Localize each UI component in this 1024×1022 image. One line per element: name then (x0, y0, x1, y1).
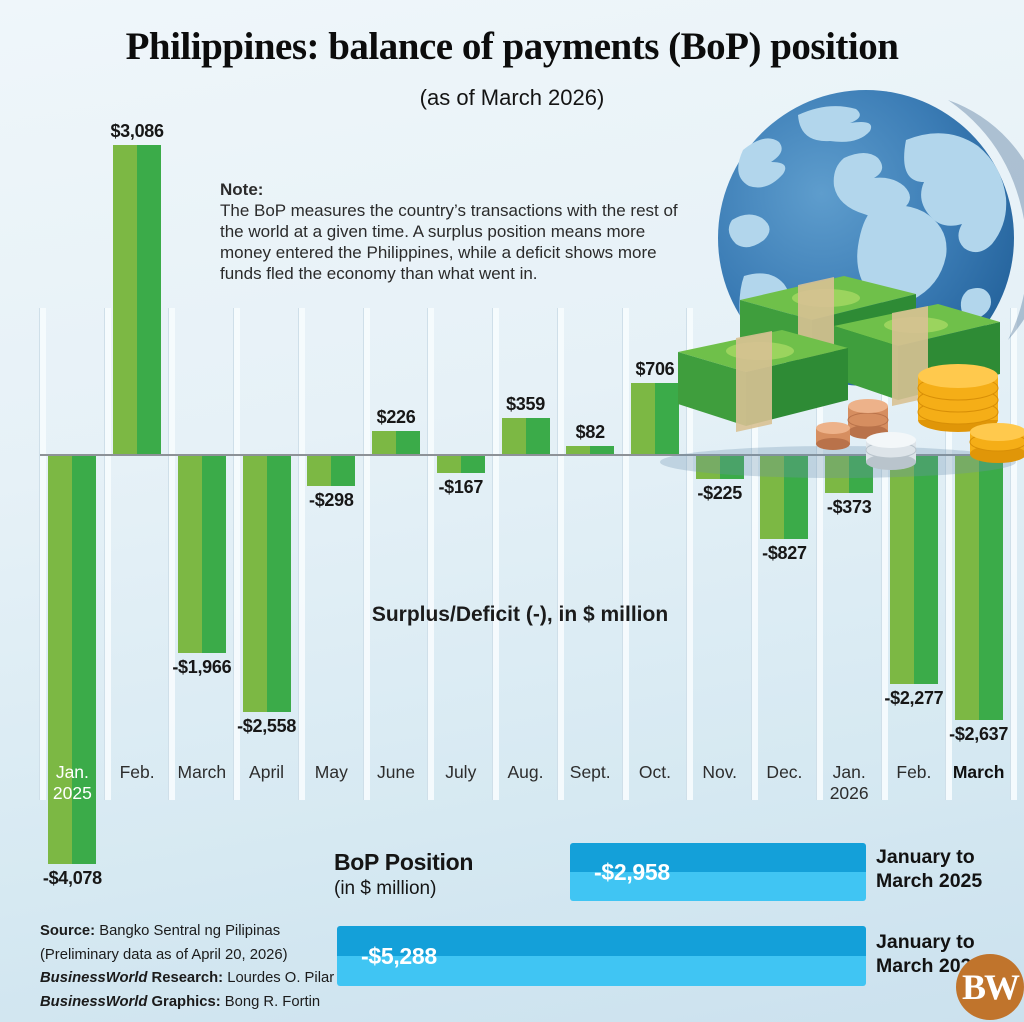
bar-value-label: $226 (376, 407, 416, 427)
bop-bar-june (372, 431, 421, 454)
month-tick-label: June (377, 762, 416, 782)
bar-value-label: -$4,078 (42, 868, 102, 888)
note-heading: Note: (220, 180, 264, 199)
bar-value-label: -$167 (438, 477, 484, 497)
source-line: Source: Bangko Sentral ng Pilipinas (40, 923, 281, 939)
bar-value-label: $82 (575, 422, 605, 442)
month-tick-label: Sept. (569, 762, 611, 782)
bop-bar-feb- (113, 145, 162, 454)
source-line: BusinessWorld Research: Lourdes O. Pilar (40, 970, 335, 987)
bar-value-label: -$827 (762, 543, 807, 563)
chart-gridline (492, 308, 500, 800)
bar-value-label: -$225 (697, 483, 742, 503)
bar-value-label: -$298 (309, 490, 354, 510)
chart-gridline (103, 308, 111, 800)
chart-gridline (686, 308, 694, 800)
month-tick-label: May (314, 762, 348, 782)
bop-bar-nov- (695, 456, 744, 479)
chart-gridline (1010, 308, 1017, 800)
summary-label: BoP Position (in $ million) (334, 849, 473, 900)
bop-bar-jan-2025 (48, 456, 97, 864)
month-tick-label: Jan. 2025 (52, 762, 92, 804)
source-line: BusinessWorld Graphics: Bong R. Fortin (40, 994, 321, 1011)
month-tick-label: Dec. (766, 762, 803, 782)
globe-icon (718, 90, 1024, 386)
source-line: (Preliminary data as of April 20, 2026) (40, 946, 288, 963)
bop-bar-march (177, 456, 226, 653)
chart-gridline (427, 308, 435, 800)
bop-bar-feb- (889, 456, 938, 684)
page-subtitle: (as of March 2026) (419, 85, 605, 110)
bop-bar-may (307, 456, 356, 486)
page-title: Philippines: balance of payments (BoP) p… (125, 25, 899, 68)
note-body: The BoP measures the country’s transacti… (220, 200, 678, 283)
source-credits: Source: Bangko Sentral ng Pilipinas (Prel… (40, 920, 334, 1015)
bop-bar-aug- (501, 418, 550, 454)
bar-value-label: -$373 (826, 497, 872, 517)
month-tick-label: Aug. (507, 762, 544, 782)
month-tick-label: April (249, 762, 285, 782)
bar-value-label: $359 (506, 394, 545, 414)
chart-axis-label: Surplus/Deficit (-), in $ million (371, 603, 669, 626)
chart-gridline (233, 308, 241, 800)
chart-zero-axis (40, 454, 1011, 456)
chart-gridline (362, 308, 370, 800)
chart-gridline (880, 308, 888, 800)
bar-value-label: -$1,966 (172, 657, 232, 677)
month-tick-label: March (177, 762, 227, 782)
chart-gridline (815, 308, 823, 800)
chart-gridline (556, 308, 564, 800)
month-tick-label: Jan. 2026 (829, 762, 869, 804)
bop-bar-jan-2026 (825, 456, 874, 493)
chart-gridline (621, 308, 629, 800)
summary-bar-value: -$5,288 (361, 942, 437, 969)
bop-bar-april (242, 456, 291, 712)
bop-bar-march (954, 456, 1003, 720)
bop-bar-oct- (630, 383, 679, 454)
summary-period-label: January to March 2026 (876, 931, 983, 977)
chart-gridline (751, 308, 759, 800)
note-block: Note: The BoP measures the country’s tra… (220, 180, 692, 285)
bop-bar-sept- (566, 446, 615, 454)
month-tick-label: Nov. (702, 762, 738, 782)
month-tick-label: Oct. (638, 762, 671, 782)
chart-gridline (168, 308, 176, 800)
bop-bar-july (436, 456, 485, 473)
summary-bar-value: -$2,958 (594, 858, 670, 885)
bar-value-label: -$2,637 (949, 724, 1009, 744)
summary-label-main: BoP Position (334, 849, 474, 875)
bar-value-label: -$2,558 (237, 716, 297, 736)
bop-bar-dec- (760, 456, 809, 539)
businessworld-logo: BW (956, 954, 1024, 1020)
chart-gridline (297, 308, 305, 800)
month-tick-label: Feb. (896, 762, 932, 782)
month-tick-label: March (952, 762, 1005, 782)
summary-period-label: January to March 2025 (876, 846, 983, 892)
bar-value-label: $3,086 (110, 121, 164, 141)
bar-value-label: $706 (635, 359, 675, 379)
summary-label-sub: (in $ million) (334, 878, 437, 899)
chart-gridline (945, 308, 953, 800)
chart-gridline (39, 308, 46, 800)
globe-money-illustration (660, 90, 1024, 478)
summary-bar: -$2,958 (570, 843, 866, 901)
month-tick-label: Feb. (119, 762, 155, 782)
summary-bar: -$5,288 (337, 926, 866, 986)
month-tick-label: July (445, 762, 477, 782)
bar-value-label: -$2,277 (884, 688, 944, 708)
